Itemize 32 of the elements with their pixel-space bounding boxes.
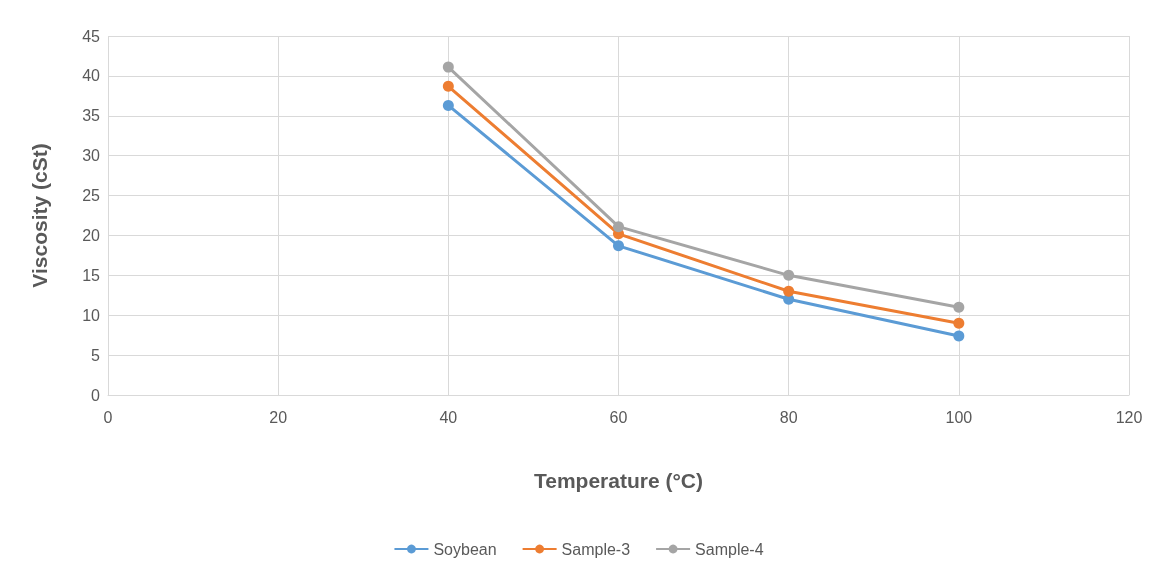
y-tick-label: 25	[82, 187, 101, 205]
point	[613, 221, 624, 233]
y-tick-label: 30	[82, 147, 101, 165]
x-tick-label: 120	[1115, 408, 1143, 426]
y-tick-label: 5	[91, 346, 101, 364]
x-tick-label: 100	[945, 408, 973, 426]
point	[783, 285, 795, 297]
y-tick-label: 15	[82, 266, 101, 284]
y-tick-label: 35	[82, 107, 101, 125]
point	[953, 330, 965, 342]
y-tick-label: 10	[82, 306, 101, 324]
x-tick-label: 20	[269, 408, 288, 426]
y-tick-label: 0	[91, 386, 101, 404]
point	[442, 99, 454, 111]
point	[953, 317, 965, 329]
point	[442, 80, 454, 92]
point	[953, 301, 965, 313]
y-tick-label: 40	[82, 67, 101, 85]
legend-label: Soybean	[433, 540, 497, 558]
y-axis-title: Viscosity (cSt)	[28, 143, 51, 288]
x-axis-title: Temperature (°C)	[533, 469, 704, 492]
x-tick-label: 60	[609, 408, 628, 426]
x-tick-label: 0	[103, 408, 113, 426]
legend-label: Sample-3	[561, 540, 631, 558]
y-tick-label: 45	[82, 27, 101, 45]
y-tick-label: 20	[82, 226, 101, 244]
point	[442, 61, 454, 73]
x-tick-label: 40	[439, 408, 458, 426]
legend-label: Sample-4	[695, 540, 764, 558]
point	[783, 269, 795, 281]
point	[613, 240, 624, 252]
x-tick-label: 80	[779, 408, 798, 426]
